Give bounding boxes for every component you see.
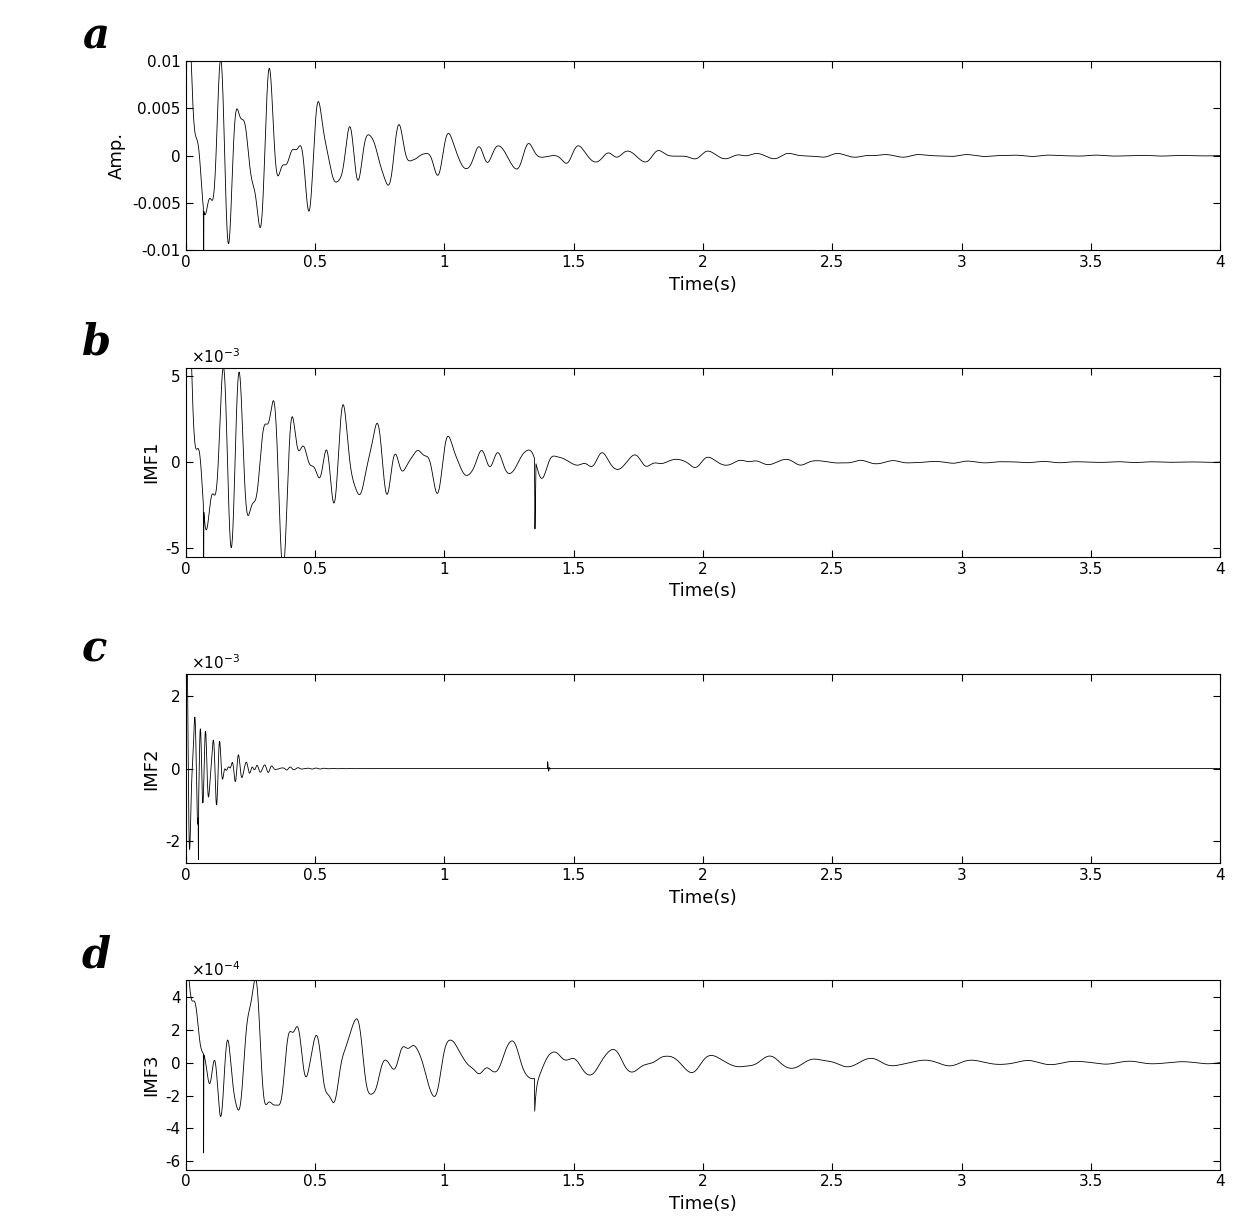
Text: $\times10^{-3}$: $\times10^{-3}$ bbox=[191, 348, 239, 366]
Text: c: c bbox=[82, 629, 108, 670]
Y-axis label: IMF3: IMF3 bbox=[141, 1054, 160, 1097]
Y-axis label: Amp.: Amp. bbox=[108, 133, 126, 179]
Text: b: b bbox=[82, 322, 112, 363]
X-axis label: Time(s): Time(s) bbox=[668, 1195, 737, 1213]
Text: $\times10^{-3}$: $\times10^{-3}$ bbox=[191, 653, 239, 672]
X-axis label: Time(s): Time(s) bbox=[668, 275, 737, 293]
Text: a: a bbox=[82, 15, 109, 58]
Y-axis label: IMF1: IMF1 bbox=[141, 441, 160, 484]
X-axis label: Time(s): Time(s) bbox=[668, 582, 737, 600]
Text: $\times10^{-4}$: $\times10^{-4}$ bbox=[191, 960, 241, 979]
X-axis label: Time(s): Time(s) bbox=[668, 889, 737, 906]
Y-axis label: IMF2: IMF2 bbox=[141, 748, 160, 790]
Text: d: d bbox=[82, 935, 112, 976]
